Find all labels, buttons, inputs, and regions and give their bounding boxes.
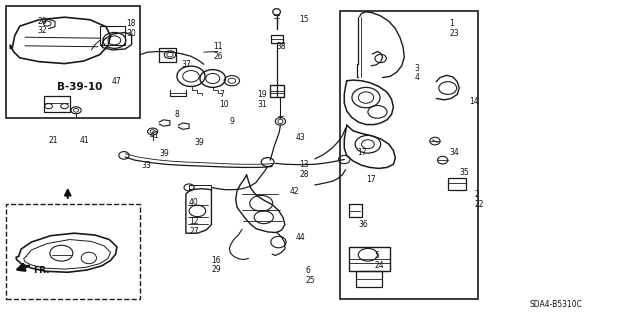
Bar [448,178,466,190]
Text: 42: 42 [289,187,299,197]
Bar [6,6,140,118]
Bar [271,35,283,43]
Text: 3
4: 3 4 [415,64,419,82]
Text: 12
27: 12 27 [189,218,198,236]
Text: 39: 39 [194,138,204,147]
Text: 13
28: 13 28 [300,160,309,179]
Text: SDA4-B5310C: SDA4-B5310C [530,300,583,308]
Text: 11
26: 11 26 [213,42,223,61]
Bar [340,11,477,299]
Text: 47: 47 [111,77,121,86]
Text: 9: 9 [229,117,234,126]
Bar [356,271,382,286]
Text: 41: 41 [150,131,159,140]
Text: 16
29: 16 29 [211,256,221,274]
Text: 19
31: 19 31 [257,91,267,109]
Text: 6
25: 6 25 [306,266,316,285]
Text: 8: 8 [174,110,179,119]
Text: 18
30: 18 30 [127,19,136,38]
Text: 33: 33 [141,161,151,170]
Text: 39: 39 [159,149,169,158]
Text: B-39-10: B-39-10 [57,82,102,92]
Text: 1
23: 1 23 [450,19,460,38]
Text: 20
32: 20 32 [38,17,47,35]
Text: 37: 37 [181,60,191,69]
Bar [6,204,140,299]
Text: 36: 36 [358,220,368,229]
Text: 38: 38 [276,42,286,51]
Text: 14: 14 [468,97,479,106]
Text: 21: 21 [49,136,58,145]
Text: 15: 15 [300,15,309,24]
Bar [349,248,390,271]
Text: 41: 41 [79,136,89,145]
Text: FR.: FR. [33,266,49,275]
Text: 17: 17 [366,175,376,184]
Text: 40: 40 [189,198,199,207]
Text: 44: 44 [296,233,305,242]
Text: 17: 17 [357,148,367,157]
Text: 43: 43 [296,133,305,142]
Text: 34: 34 [450,148,460,157]
Text: 35: 35 [460,168,469,177]
Bar [270,85,284,97]
Text: 5
24: 5 24 [374,251,384,270]
Text: 2
22: 2 22 [474,190,484,209]
Text: 7
10: 7 10 [219,91,228,109]
